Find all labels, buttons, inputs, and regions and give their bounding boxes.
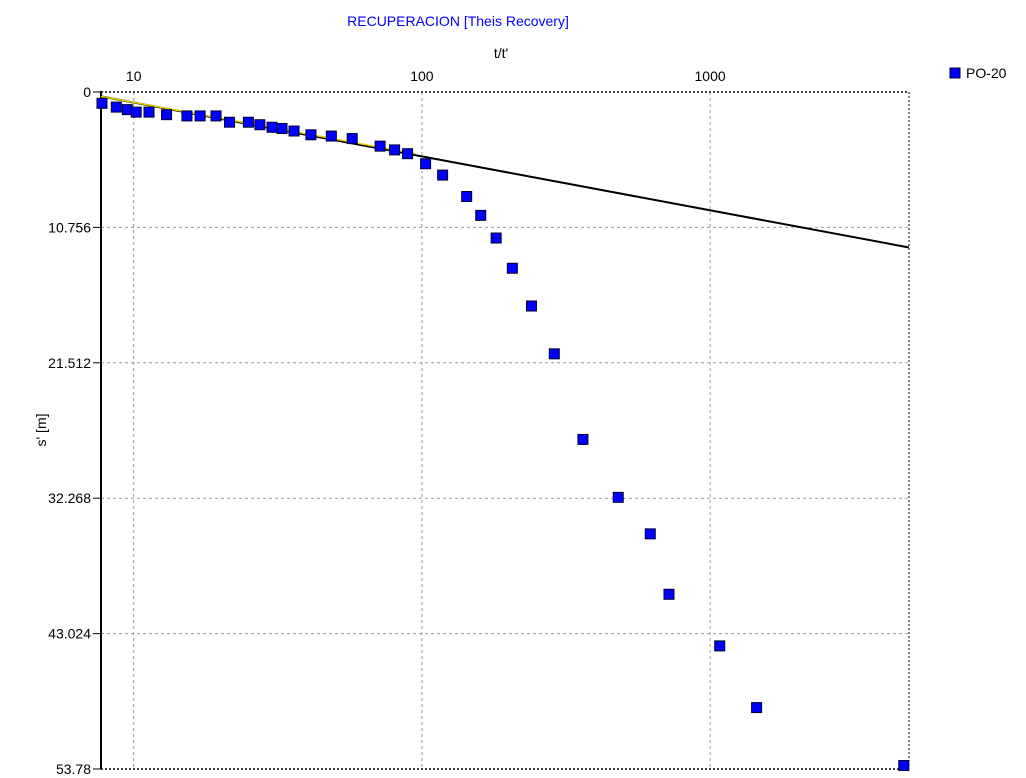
data-point-13 [276, 123, 288, 135]
data-point-18 [374, 140, 386, 152]
data-point-26 [506, 262, 518, 274]
x-tick-label-1000: 1000 [695, 68, 726, 84]
y-tick-label-4: 43.024 [48, 626, 91, 642]
data-point-5 [161, 109, 173, 121]
data-point-29 [577, 433, 589, 445]
data-point-9 [224, 116, 236, 128]
y-tick-label-0: 0 [83, 84, 91, 100]
data-point-25 [490, 232, 502, 244]
axes-layer [93, 91, 910, 770]
data-point-17 [346, 133, 358, 145]
data-point-12 [266, 121, 278, 133]
data-points-layer [96, 97, 910, 771]
y-tick-label-1: 10.756 [48, 219, 91, 235]
data-point-15 [305, 129, 317, 141]
y-tick-label-5: 53.78 [56, 761, 91, 777]
legend-swatch-po-20 [949, 67, 961, 79]
data-point-10 [242, 116, 254, 128]
data-point-22 [437, 169, 449, 181]
grid-layer [101, 92, 909, 769]
data-point-14 [288, 125, 300, 137]
tick-label-layer: 0 10.756 21.512 32.268 43.024 53.78 10 100 1000 [48, 68, 726, 777]
data-point-24 [475, 209, 487, 221]
data-point-7 [194, 110, 206, 122]
x-axis-label: t/t' [494, 45, 508, 61]
data-point-27 [525, 300, 537, 312]
legend: PO-20 [949, 65, 1007, 81]
data-point-16 [325, 130, 337, 142]
data-point-19 [389, 144, 401, 156]
y-tick-label-3: 32.268 [48, 490, 91, 506]
data-point-28 [548, 348, 560, 360]
x-tick-label-100: 100 [410, 68, 434, 84]
data-point-6 [181, 110, 193, 122]
data-point-20 [402, 148, 414, 160]
data-point-32 [663, 588, 675, 600]
data-point-4 [143, 106, 155, 118]
data-point-0 [96, 97, 108, 109]
data-point-21 [420, 158, 432, 170]
data-point-30 [612, 491, 624, 503]
fit-line-layer [100, 95, 910, 249]
data-point-33 [714, 640, 726, 652]
data-point-35 [898, 759, 910, 771]
data-point-11 [254, 119, 266, 131]
data-point-23 [461, 190, 473, 202]
legend-label-po-20: PO-20 [966, 65, 1007, 81]
data-point-34 [751, 702, 763, 714]
data-point-8 [210, 110, 222, 122]
data-point-1 [110, 101, 122, 113]
x-tick-label-10: 10 [126, 68, 142, 84]
chart-title: RECUPERACION [Theis Recovery] [347, 13, 569, 29]
y-tick-label-2: 21.512 [48, 355, 91, 371]
data-point-3 [130, 106, 142, 118]
data-point-31 [644, 528, 656, 540]
y-axis-label: s' [m] [33, 413, 49, 446]
